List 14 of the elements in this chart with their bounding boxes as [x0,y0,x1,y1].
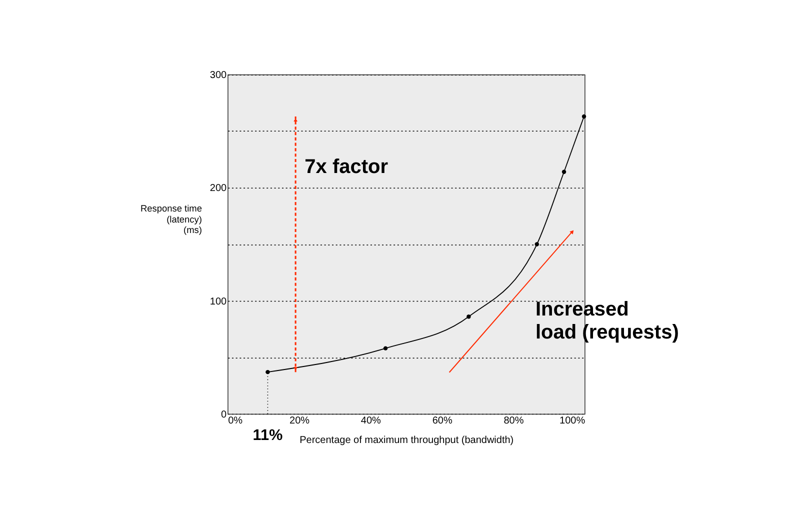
y-tick-label: 300 [210,70,228,82]
y-tick-label: 200 [210,183,228,194]
annotation: 7x factor [304,156,388,178]
x-axis-title: Percentage of maximum throughput (bandwidth) [300,434,514,446]
x-tick-label: 40% [360,416,382,427]
x-tick-label: 80% [504,416,524,427]
x-tick-label: 0% [228,416,243,427]
y-axis-title: Response time (latency) (ms) [140,204,202,236]
x-tick-label: 60% [432,416,452,427]
x-tick-label: 20% [290,416,310,427]
y-tick-label: 100 [210,296,228,308]
x-tick-label: 100% [560,416,586,427]
y-tick-label: 0 [221,409,228,420]
ref-line-label: 11% [252,427,284,444]
